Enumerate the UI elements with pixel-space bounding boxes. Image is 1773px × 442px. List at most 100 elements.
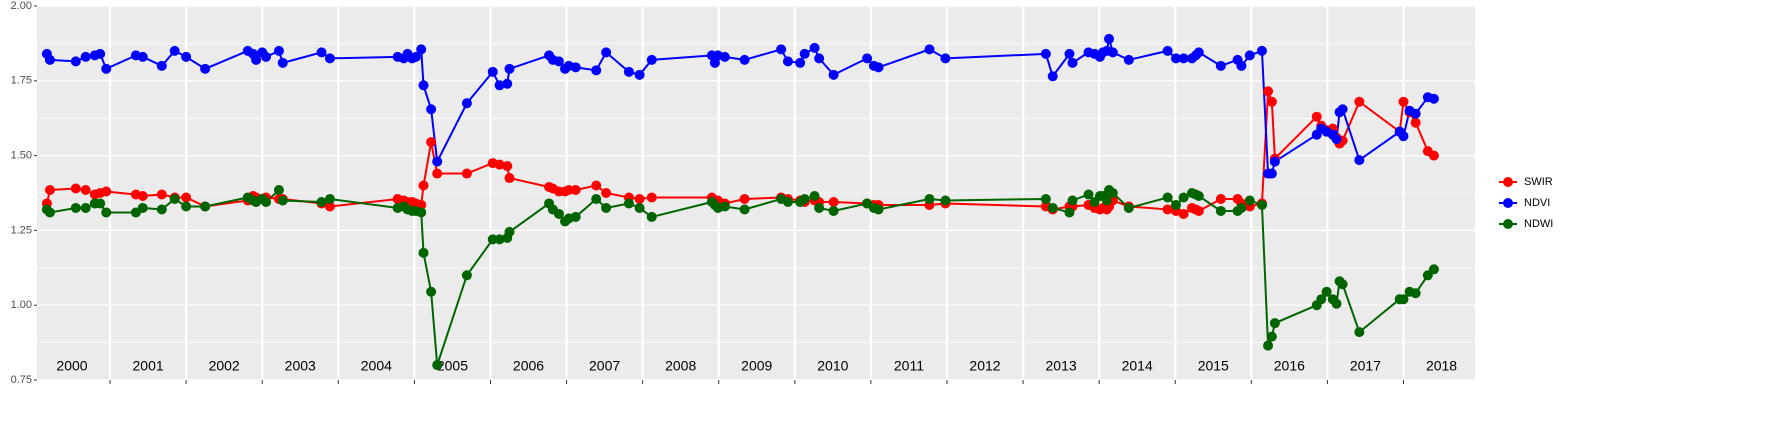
point (324, 201, 335, 212)
year-label: 2000 (56, 358, 87, 374)
y-tick-label: 1.75 (11, 75, 32, 87)
point (502, 78, 513, 89)
legend-label: NDWI (1524, 218, 1553, 230)
year-label: 2015 (1198, 358, 1229, 374)
point (432, 156, 443, 167)
year-label: 2017 (1350, 358, 1381, 374)
point (739, 204, 750, 215)
point (1064, 48, 1075, 59)
point (591, 193, 602, 204)
point (1269, 318, 1280, 329)
point (418, 80, 429, 91)
point (251, 54, 262, 65)
point (1193, 190, 1204, 201)
point (1331, 134, 1342, 145)
point (1337, 279, 1348, 290)
point (80, 185, 91, 196)
point (1311, 111, 1322, 122)
year-label: 2014 (1122, 358, 1153, 374)
point (169, 45, 180, 56)
legend-label: SWIR (1524, 176, 1553, 188)
point (1398, 294, 1409, 305)
point (1040, 193, 1051, 204)
point (44, 207, 55, 218)
point (634, 193, 645, 204)
point (1337, 104, 1348, 115)
point (504, 63, 515, 74)
point (1170, 53, 1181, 64)
year-label: 2008 (665, 358, 696, 374)
point (416, 207, 427, 218)
year-label: 2007 (589, 358, 620, 374)
point (418, 180, 429, 191)
point (570, 185, 581, 196)
point (418, 247, 429, 258)
point (426, 286, 437, 297)
point (156, 189, 167, 200)
point (591, 180, 602, 191)
point (873, 204, 884, 215)
point (1263, 86, 1274, 97)
point (410, 51, 421, 62)
point (799, 193, 810, 204)
point (1256, 199, 1267, 210)
point (634, 202, 645, 213)
point (809, 42, 820, 53)
point (623, 66, 634, 77)
point (1067, 195, 1078, 206)
year-label: 2018 (1426, 358, 1457, 374)
point (101, 186, 112, 197)
point (646, 211, 657, 222)
point (1256, 45, 1267, 56)
point (44, 185, 55, 196)
point (1422, 270, 1433, 281)
point (1162, 192, 1173, 203)
point (1244, 195, 1255, 206)
point (95, 48, 106, 59)
year-label: 2010 (817, 358, 848, 374)
point (1047, 202, 1058, 213)
point (461, 98, 472, 109)
point (1193, 205, 1204, 216)
point (776, 44, 787, 55)
point (782, 56, 793, 67)
point (461, 168, 472, 179)
point (416, 44, 427, 55)
point (1162, 45, 1173, 56)
y-tick-label: 1.50 (11, 150, 32, 162)
point (1107, 47, 1118, 58)
point (873, 62, 884, 73)
point (814, 53, 825, 64)
point (95, 198, 106, 209)
point (432, 168, 443, 179)
legend-key (1503, 177, 1513, 187)
point (862, 53, 873, 64)
point (324, 53, 335, 64)
point (137, 51, 148, 62)
point (70, 56, 81, 67)
point (1047, 71, 1058, 82)
point (200, 63, 211, 74)
point (1236, 60, 1247, 71)
point (553, 208, 564, 219)
point (101, 63, 112, 74)
year-label: 2005 (437, 358, 468, 374)
point (1410, 288, 1421, 299)
point (1269, 156, 1280, 167)
year-label: 2012 (969, 358, 1000, 374)
point (553, 56, 564, 67)
point (101, 207, 112, 218)
point (1410, 117, 1421, 128)
point (634, 69, 645, 80)
point (1123, 54, 1134, 65)
point (828, 196, 839, 207)
point (601, 202, 612, 213)
point (200, 201, 211, 212)
point (1244, 50, 1255, 61)
point (426, 137, 437, 148)
legend-label: NDVI (1524, 197, 1550, 209)
point (601, 188, 612, 198)
point (1104, 33, 1115, 44)
y-tick-label: 2.00 (11, 0, 32, 12)
